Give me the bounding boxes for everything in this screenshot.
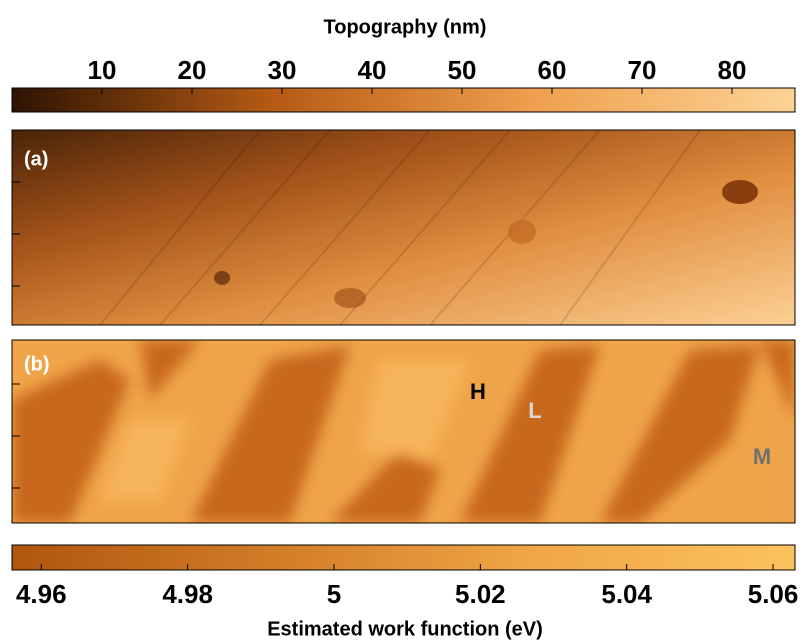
tick-label: 5 [327,579,341,609]
tick-label: 60 [538,55,567,85]
colorbar-title: Topography (nm) [324,16,487,38]
tick-label: 70 [628,55,657,85]
tick-label: 80 [718,55,747,85]
panel-ticks [12,181,20,489]
panel-a-frame [11,129,796,326]
tick-label: 10 [88,55,117,85]
tick-label: 4.96 [16,579,67,609]
tick-label: 5.06 [748,579,799,609]
topography-image [12,130,795,325]
annotation: M [753,444,771,469]
tick-label: 20 [178,55,207,85]
tick-label: 5.02 [455,579,506,609]
annotation: H [470,379,486,404]
panel-label: (b) [24,353,50,375]
panel-label: (a) [24,148,48,170]
tick-label: 5.04 [601,579,652,609]
colorbar-bottom [11,544,796,571]
annotation: L [528,398,541,423]
tick-label: 50 [448,55,477,85]
tick-label: 30 [268,55,297,85]
panel-b-frame [11,339,796,524]
work-function-image [12,340,795,523]
colorbar-label: Estimated work function (eV) [267,618,543,640]
colorbar-top [11,87,796,113]
tick-label: 4.98 [162,579,213,609]
tick-label: 40 [358,55,387,85]
